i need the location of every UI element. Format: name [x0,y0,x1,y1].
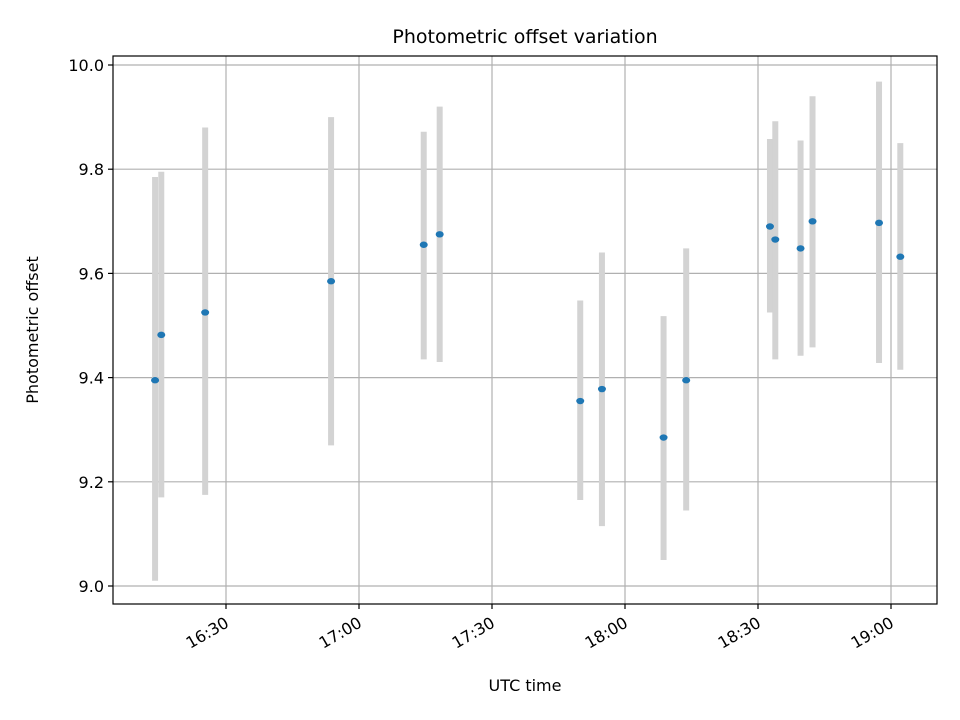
data-point [435,231,444,238]
y-axis-label: Photometric offset [23,256,42,404]
data-point [157,331,166,339]
y-tick-label: 10.0 [68,56,104,75]
x-tick-label: 19:00 [848,613,897,653]
y-tick-label: 9.0 [79,577,104,596]
data-point [659,434,668,441]
x-tick-label: 17:30 [449,613,498,653]
x-axis-ticks: 16:30 17:00 17:30 18:00 18:30 19:00 [183,604,897,653]
x-tick-label: 18:30 [715,613,764,653]
y-tick-label: 9.2 [79,473,104,492]
y-tick-label: 9.8 [79,160,104,179]
plot-frame [112,55,938,605]
x-tick-label: 18:00 [582,613,631,653]
data-points [151,218,905,441]
data-point [765,223,774,230]
data-point [875,219,884,227]
chart-title: Photometric offset variation [392,26,657,48]
data-point [327,278,336,285]
data-point [771,236,780,243]
data-point [597,385,606,393]
x-tick-label: 17:00 [316,613,365,653]
data-point [419,241,428,248]
x-tick-label: 16:30 [183,613,232,653]
data-point [201,309,210,316]
data-point [808,218,817,225]
data-point [796,245,805,252]
y-tick-label: 9.4 [79,369,104,388]
x-axis-label: UTC time [489,676,562,695]
data-point [682,377,691,384]
y-tick-label: 9.6 [79,264,104,283]
data-point [576,397,585,405]
y-axis-ticks: 9.0 9.2 9.4 9.6 9.8 10.0 [68,56,113,596]
data-point [151,377,160,384]
data-point [896,253,905,260]
error-bars [152,81,904,581]
